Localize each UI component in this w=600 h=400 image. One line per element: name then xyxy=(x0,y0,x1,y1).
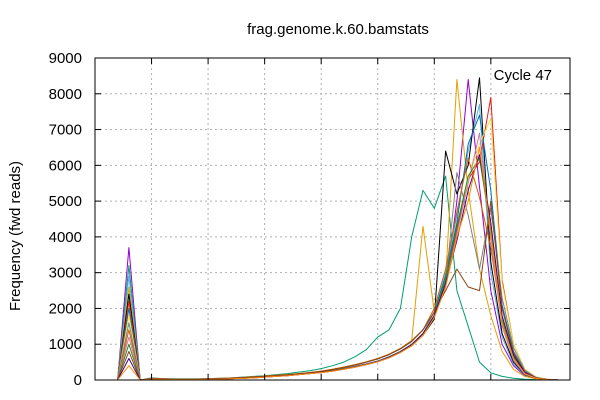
y-tick-label: 1000 xyxy=(49,336,82,353)
y-tick-label: 9000 xyxy=(49,50,82,67)
axis-ticks: 0 1000 2000 3000 4000 5000 6000 7000 8000 9000 xyxy=(49,50,570,389)
y-tick-label: 6000 xyxy=(49,157,82,174)
y-axis-label: Frequency (fwd reads) xyxy=(7,161,24,311)
y-tick-label: 8000 xyxy=(49,86,82,103)
y-tick-label: 2000 xyxy=(49,300,82,317)
plot-frame xyxy=(94,57,571,381)
y-tick-label: 0 xyxy=(74,372,82,389)
series-layer xyxy=(106,77,559,381)
y-tick-label: 7000 xyxy=(49,122,82,139)
y-tick-label: 3000 xyxy=(49,265,82,282)
y-tick-label: 4000 xyxy=(49,229,82,246)
cycle-annotation: Cycle 47 xyxy=(494,67,552,84)
chart-title: frag.genome.k.60.bamstats xyxy=(247,21,429,38)
y-tick-label: 5000 xyxy=(49,193,82,210)
